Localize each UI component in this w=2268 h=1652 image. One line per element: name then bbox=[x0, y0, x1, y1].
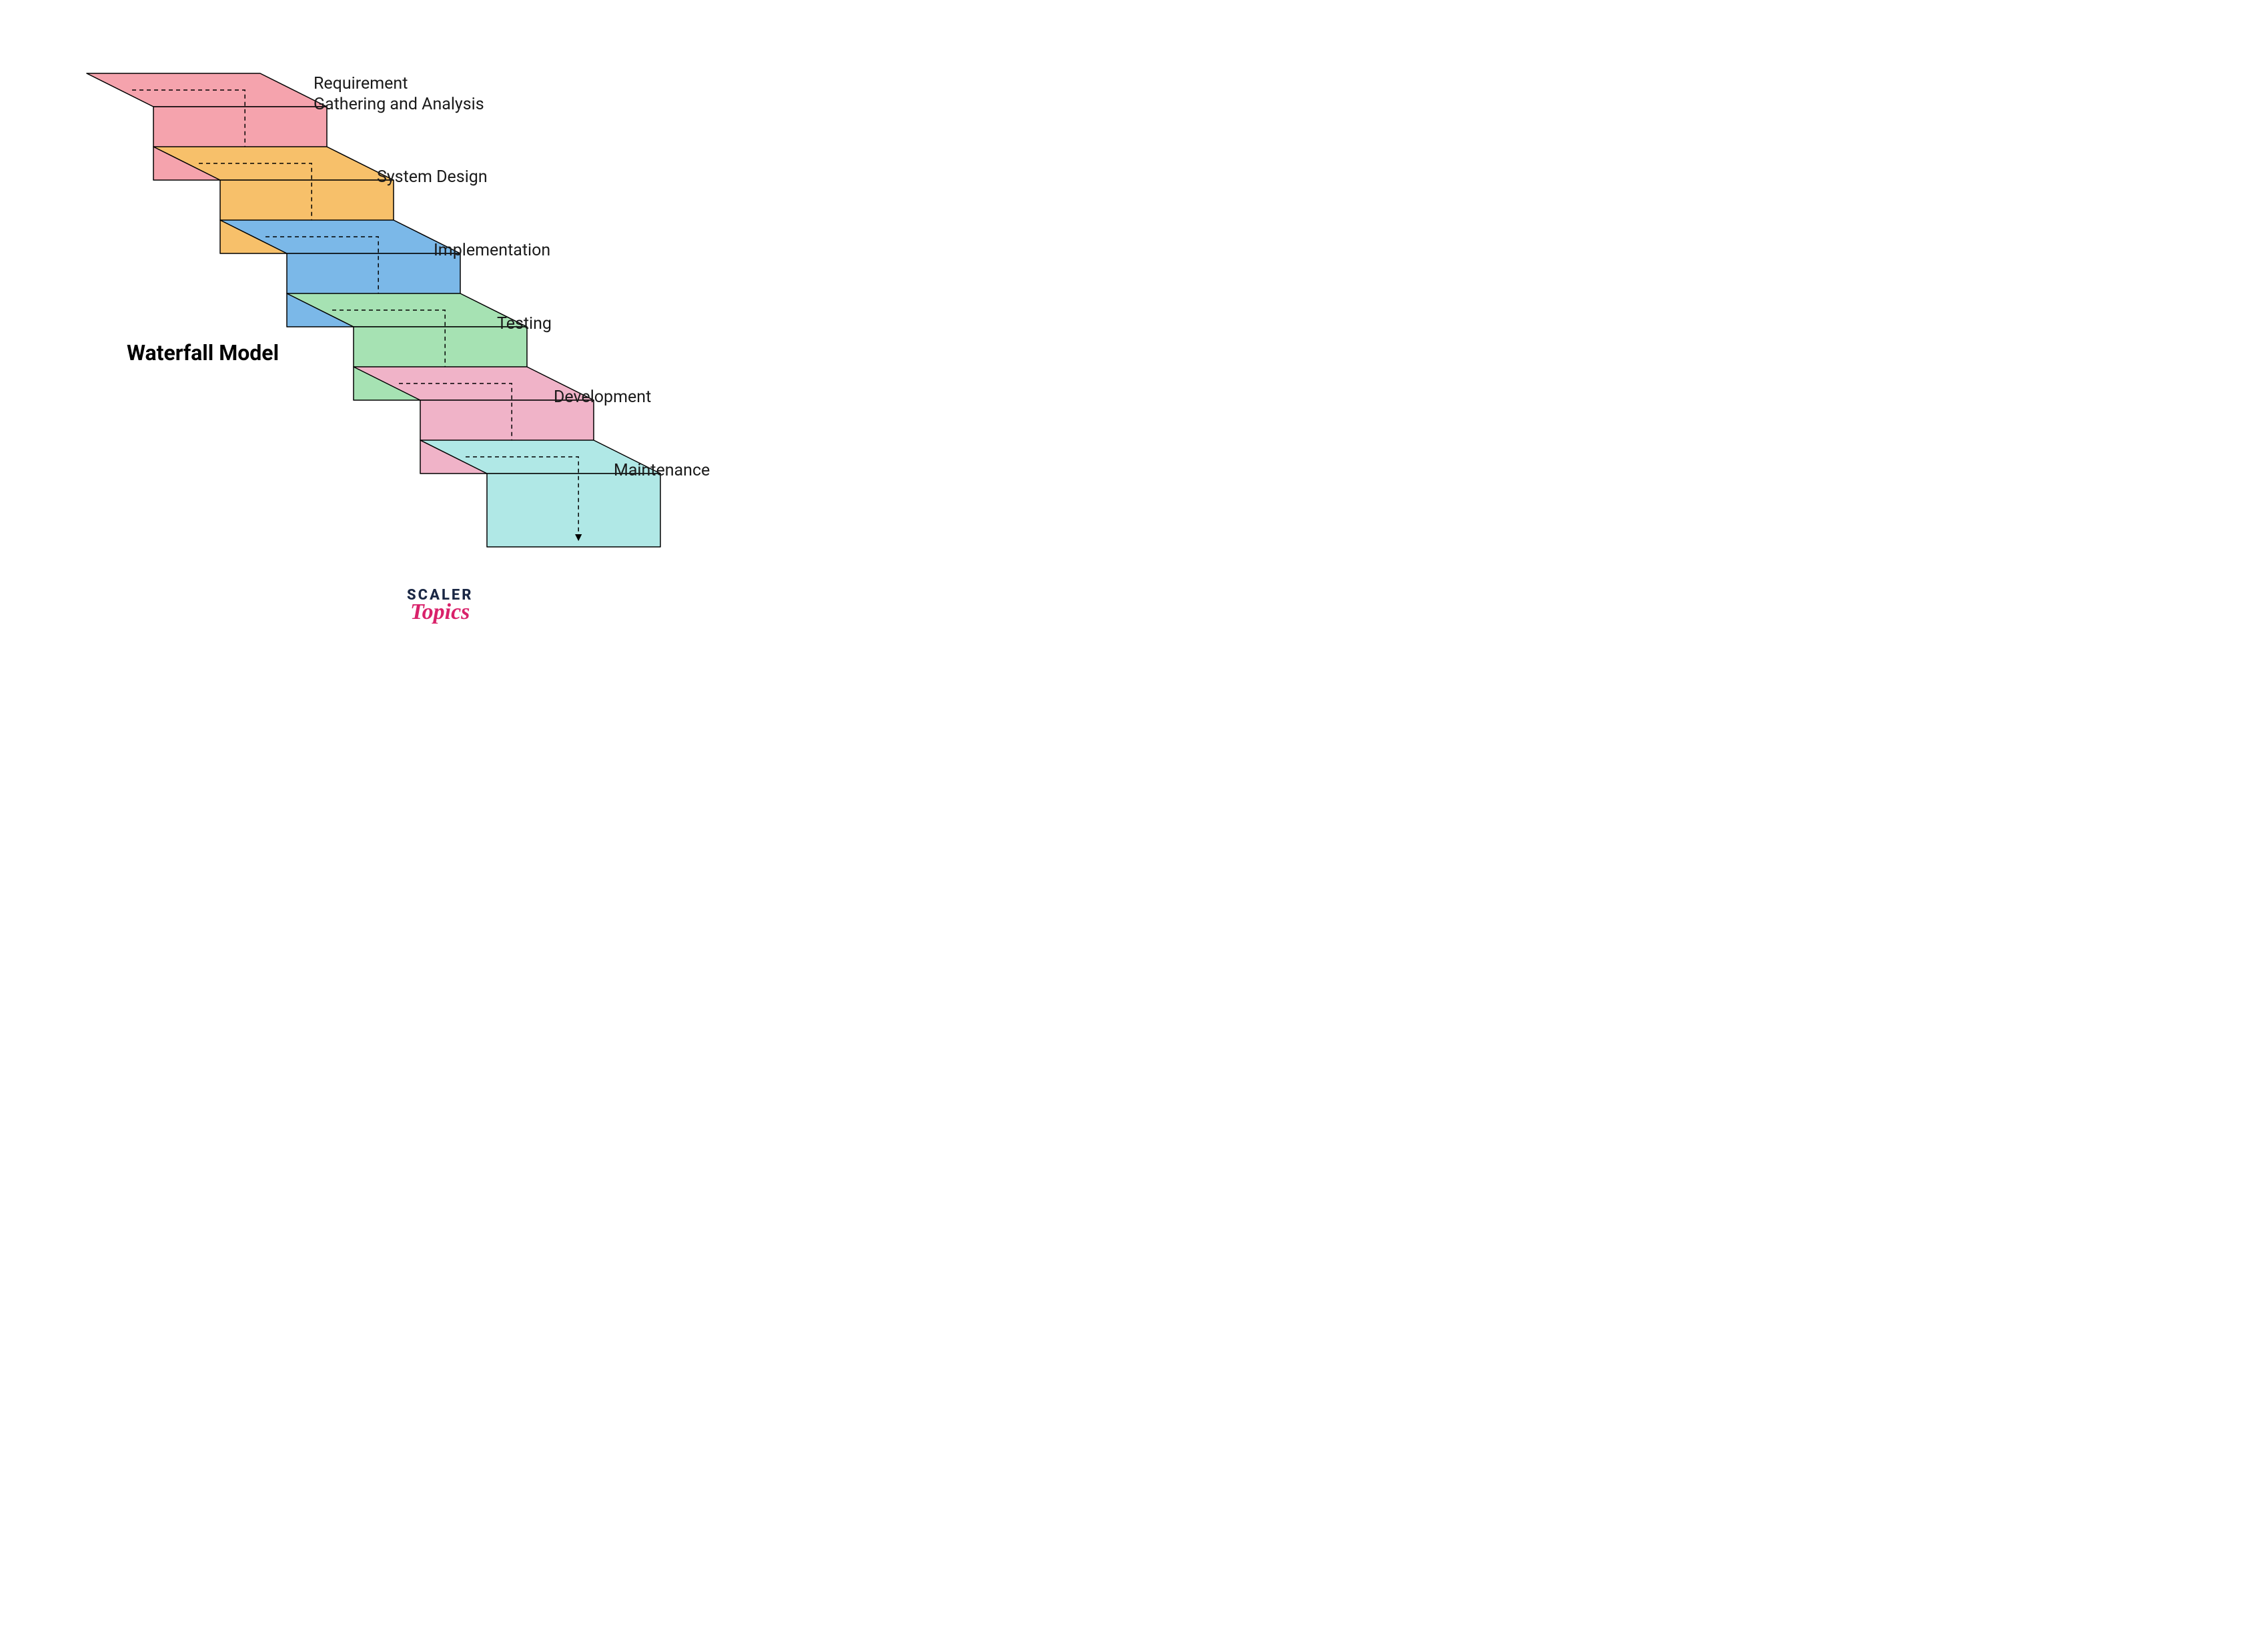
step-label: Testing bbox=[497, 313, 552, 334]
diagram-title: Waterfall Model bbox=[127, 340, 279, 365]
step-label: Development bbox=[554, 387, 651, 407]
diagram-canvas: Waterfall Model Requirement Gathering an… bbox=[0, 0, 907, 661]
step-label: Maintenance bbox=[614, 460, 710, 481]
step-label: System Design bbox=[377, 167, 488, 187]
step-label: Implementation bbox=[434, 240, 550, 261]
step-label: Requirement Gathering and Analysis bbox=[314, 73, 484, 115]
logo-bottom-text: Topics bbox=[407, 600, 473, 625]
step-riser bbox=[487, 474, 660, 547]
scaler-topics-logo: SCALER Topics bbox=[407, 587, 473, 625]
